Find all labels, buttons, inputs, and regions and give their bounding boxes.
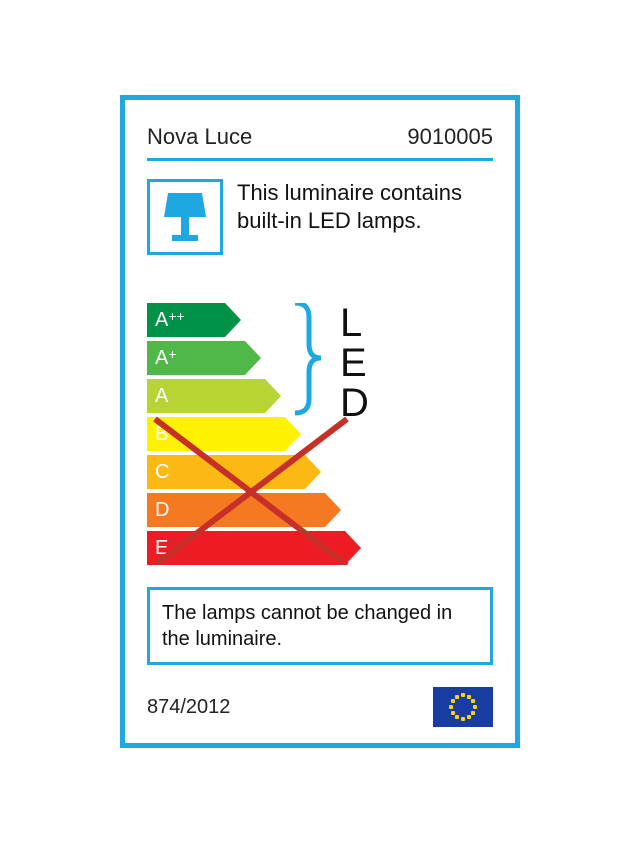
label-header: Nova Luce 9010005 — [147, 124, 493, 158]
header-rule — [147, 158, 493, 161]
lamp-icon — [160, 189, 210, 245]
note-text: The lamps cannot be changed in the lumin… — [162, 602, 452, 650]
regulation-number: 874/2012 — [147, 696, 230, 719]
led-bracket — [295, 303, 321, 413]
label-footer: 874/2012 — [147, 687, 493, 727]
eu-flag-icon — [433, 687, 493, 727]
energy-bar-label: A — [155, 385, 169, 407]
energy-label: Nova Luce 9010005 This luminaire contain… — [120, 95, 520, 748]
energy-chart: A++A+ABCDELED — [147, 303, 493, 565]
energy-bar-label: D — [155, 499, 169, 521]
note-box: The lamps cannot be changed in the lumin… — [147, 587, 493, 665]
info-text: This luminaire contains built-in LED lam… — [237, 179, 493, 234]
info-row: This luminaire contains built-in LED lam… — [147, 179, 493, 255]
energy-bar-label: C — [155, 461, 169, 483]
lamp-icon-box — [147, 179, 223, 255]
brand-name: Nova Luce — [147, 124, 252, 150]
led-letter: L — [340, 303, 362, 345]
model-number: 9010005 — [407, 124, 493, 150]
led-letter: E — [340, 341, 367, 385]
